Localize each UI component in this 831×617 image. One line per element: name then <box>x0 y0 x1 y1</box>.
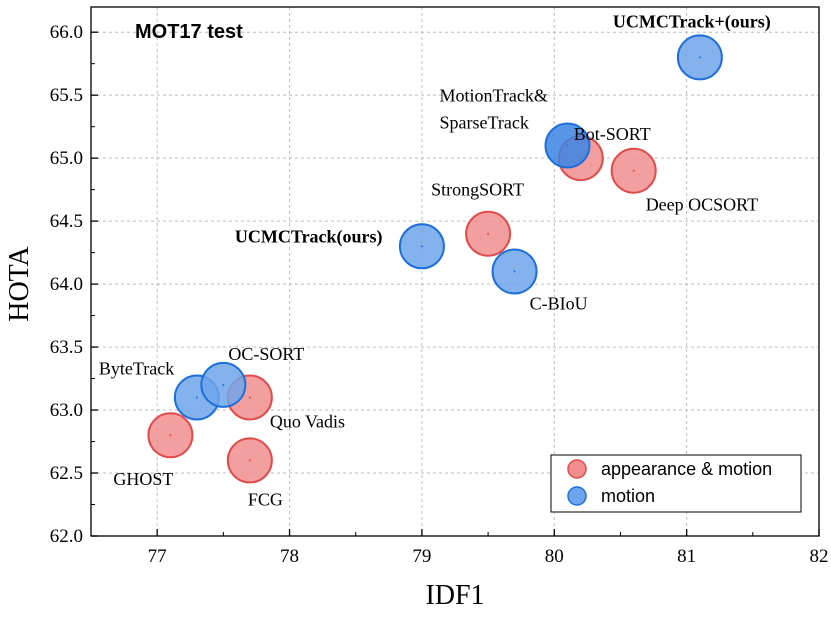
y-tick-label: 65.0 <box>50 148 83 169</box>
legend: appearance & motion motion <box>550 454 802 513</box>
y-tick-label: 63.5 <box>50 337 83 358</box>
y-tick-label: 64.5 <box>50 211 83 232</box>
y-tick-label: 65.5 <box>50 85 83 106</box>
chart-title: MOT17 test <box>135 21 243 43</box>
legend-label-motion: motion <box>601 486 655 506</box>
x-tick-label: 78 <box>280 546 299 567</box>
x-tick-label: 77 <box>148 546 167 567</box>
x-tick-label: 79 <box>412 546 431 567</box>
bubble-center-dot <box>513 270 516 273</box>
legend-swatch-motion <box>567 486 587 506</box>
bubble-center-dot <box>632 169 635 172</box>
point-label: Quo Vadis <box>270 411 345 431</box>
point-label: MotionTrack& <box>440 86 548 106</box>
bubble-center-dot <box>195 396 198 399</box>
point-label: C-BIoU <box>530 294 588 314</box>
point-label: Bot-SORT <box>574 124 651 144</box>
plot-frame <box>90 6 820 537</box>
legend-swatch-appearance <box>567 459 587 479</box>
point-label: Deep OCSORT <box>646 195 758 215</box>
legend-box <box>550 454 802 513</box>
bubble-center-dot <box>248 396 251 399</box>
y-tick-labels: 62.0 62.5 63.0 63.5 64.0 64.5 65.0 65.5 66.0 <box>50 22 83 547</box>
point-label: FCG <box>248 489 283 509</box>
x-tick-label: 82 <box>810 546 829 567</box>
y-axis-title: HOTA <box>4 245 35 321</box>
bubble-center-dot <box>420 245 423 248</box>
data-points <box>147 34 723 484</box>
y-tick-label: 62.5 <box>50 463 83 484</box>
y-tick-label: 64.0 <box>50 274 83 295</box>
y-tick-label: 63.0 <box>50 400 83 421</box>
point-label: SparseTrack <box>440 113 529 133</box>
bubble-center-dot <box>487 232 490 235</box>
point-label: ByteTrack <box>99 358 174 378</box>
point-labels: GHOST FCG Quo Vadis StrongSORT Bot-SORT Deep … <box>99 11 771 509</box>
point-label: StrongSORT <box>431 180 524 200</box>
y-tick-label: 66.0 <box>50 22 83 43</box>
legend-label-appearance: appearance & motion <box>601 459 772 479</box>
bubble-center-dot <box>169 434 172 437</box>
x-tick-label: 80 <box>545 546 564 567</box>
point-label: UCMCTrack+(ours) <box>613 11 771 32</box>
y-tick-label: 62.0 <box>50 526 83 547</box>
bubble-center-dot <box>222 383 225 386</box>
x-tick-label: 81 <box>677 546 696 567</box>
point-label: UCMCTrack(ours) <box>235 226 383 247</box>
point-label: GHOST <box>113 469 173 489</box>
x-axis-title: IDF1 <box>425 580 484 611</box>
bubble-center-dot <box>566 144 569 147</box>
point-label: OC-SORT <box>228 344 304 364</box>
x-tick-labels: 77 78 79 80 81 82 <box>148 546 829 567</box>
bubble-center-dot <box>698 56 701 59</box>
bubble-center-dot <box>248 459 251 462</box>
axis-ticks <box>90 31 820 537</box>
